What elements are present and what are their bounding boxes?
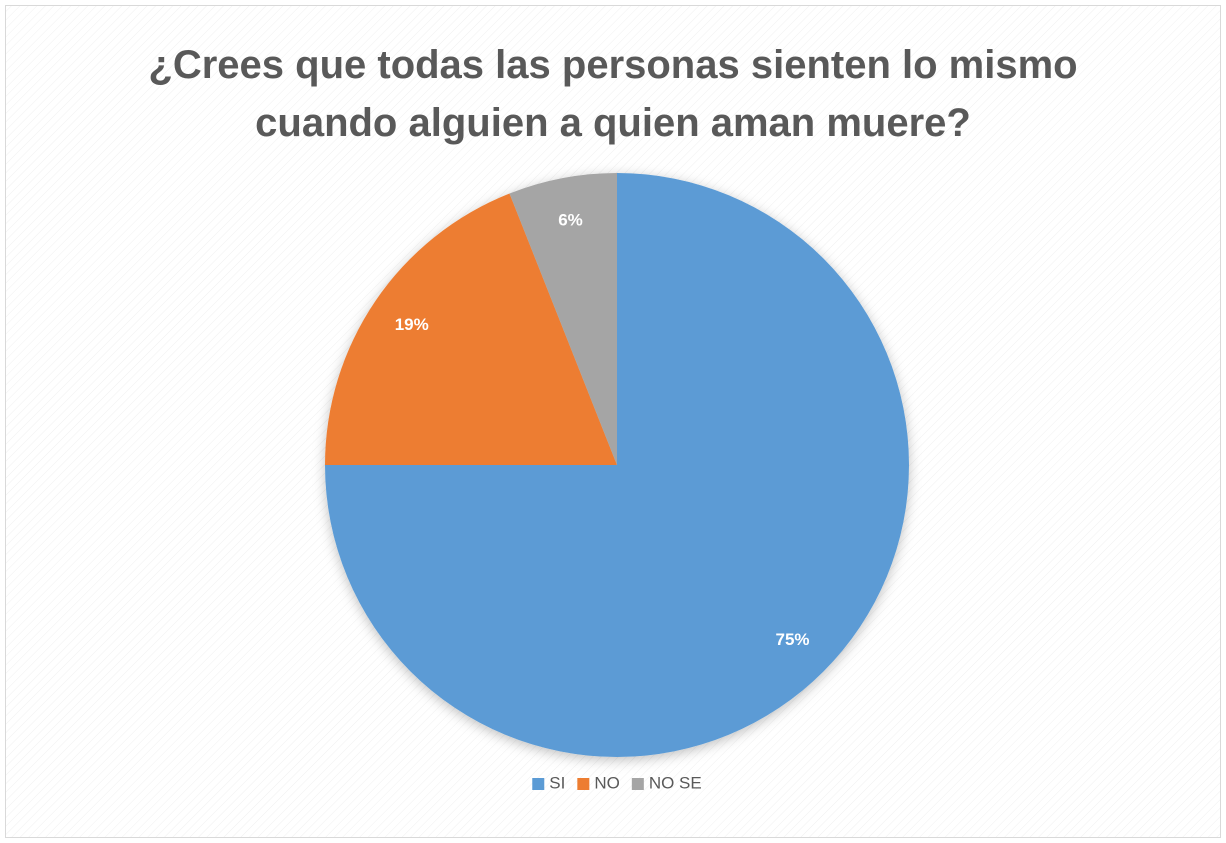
legend-label: NO SE	[649, 773, 702, 792]
legend-swatch	[532, 778, 545, 790]
legend-label: SI	[549, 773, 565, 792]
legend-swatch	[631, 778, 644, 790]
pie-slice	[325, 193, 617, 466]
data-label: 19%	[395, 315, 429, 334]
data-label: 75%	[775, 630, 809, 649]
chart-title: ¿Crees que todas las personas sienten lo…	[148, 43, 1078, 145]
legend-swatch	[577, 778, 590, 790]
pie	[325, 173, 909, 757]
legend-label: NO	[594, 773, 620, 792]
pie-slice	[509, 173, 617, 465]
data-label: 6%	[558, 211, 583, 230]
